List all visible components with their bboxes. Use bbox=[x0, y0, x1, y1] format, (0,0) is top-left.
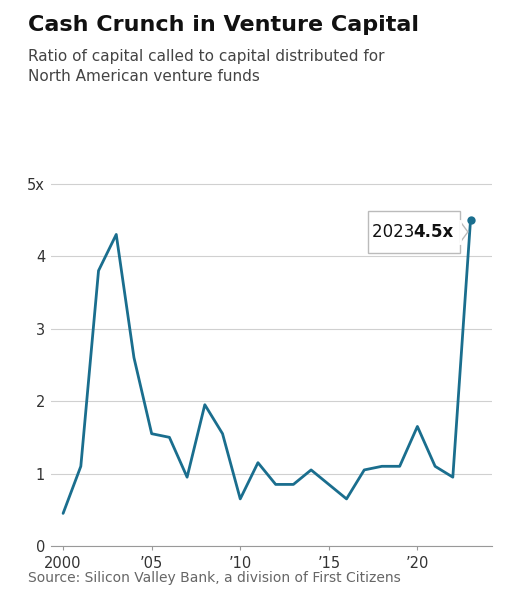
Polygon shape bbox=[460, 221, 468, 243]
Text: 2023: 2023 bbox=[372, 223, 420, 241]
Text: Source: Silicon Valley Bank, a division of First Citizens: Source: Silicon Valley Bank, a division … bbox=[28, 571, 401, 585]
Text: 4.5x: 4.5x bbox=[413, 223, 453, 241]
FancyBboxPatch shape bbox=[368, 211, 460, 253]
Text: Cash Crunch in Venture Capital: Cash Crunch in Venture Capital bbox=[28, 15, 419, 35]
Text: Ratio of capital called to capital distributed for
North American venture funds: Ratio of capital called to capital distr… bbox=[28, 49, 384, 84]
